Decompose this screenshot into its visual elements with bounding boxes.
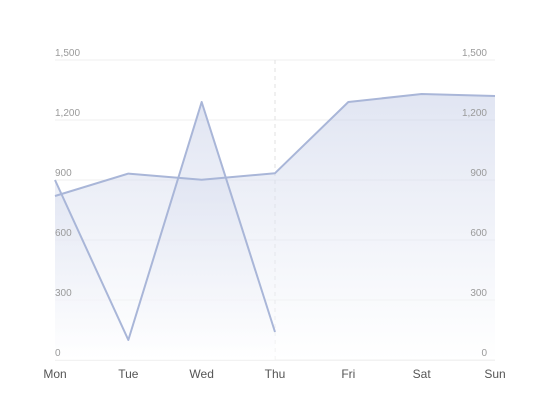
y-tick-left-300: 300 [55, 288, 72, 299]
y-tick-right-1,200: 1,200 [462, 108, 487, 119]
x-tick-tue: Tue [118, 367, 139, 381]
series-line-2 [54, 101, 276, 341]
series-area-2 [55, 102, 275, 360]
x-tick-wed: Wed [189, 367, 213, 381]
x-tick-mon: Mon [43, 367, 66, 381]
series-line-1 [54, 93, 496, 197]
y-tick-left-1,200: 1,200 [55, 108, 80, 119]
y-tick-right-300: 300 [470, 288, 487, 299]
x-tick-sat: Sat [413, 367, 432, 381]
y-tick-left-1,500: 1,500 [55, 48, 80, 59]
y-tick-left-600: 600 [55, 228, 72, 239]
series-area [55, 94, 495, 360]
y-tick-left-0: 0 [55, 348, 61, 359]
y-tick-right-0: 0 [481, 348, 487, 359]
axis-labels: 0 0 300 300 600 600 900 900 1,200 1,200 1,500 1,500… [43, 48, 505, 381]
y-tick-right-600: 600 [470, 228, 487, 239]
x-tick-thu: Thu [265, 367, 286, 381]
y-tick-left-900: 900 [55, 168, 72, 179]
y-tick-right-900: 900 [470, 168, 487, 179]
y-tick-right-1,500: 1,500 [462, 48, 487, 59]
series-lines [54, 93, 496, 341]
x-tick-sun: Sun [484, 367, 505, 381]
x-tick-fri: Fri [341, 367, 355, 381]
